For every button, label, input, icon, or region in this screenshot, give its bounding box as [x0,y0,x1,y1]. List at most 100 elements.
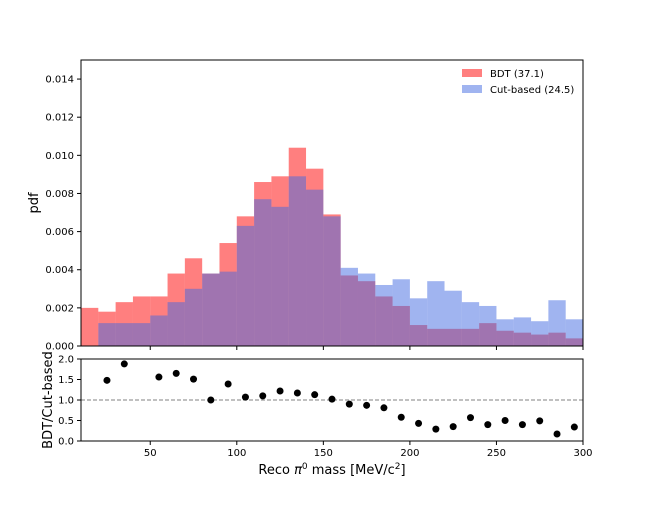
bottom-x-tick-label: 250 [487,448,506,459]
ratio-points [103,360,578,438]
cut-based-bar [513,317,532,346]
cut-based-bar [409,298,428,346]
ratio-point [224,380,232,388]
ratio-point [172,369,180,377]
bottom-x-tick-label: 100 [227,448,246,459]
cut-based-bar [150,315,168,346]
top-y-tick-label: 0.008 [45,189,74,200]
cut-based-bar [254,199,272,346]
x-label-pi: π [294,463,302,478]
cut-based-bar [236,225,255,346]
ratio-point [432,425,440,433]
bottom-y-ticks: 0.0 0.5 1.0 1.5 2.0 [58,355,81,448]
cut-based-bar [444,290,462,346]
cut-based-bar [461,302,480,346]
bottom-x-ticks: 50 100 150 200 250 300 [144,441,593,459]
ratio-point [293,389,301,397]
top-y-tick-label: 0.002 [45,303,74,314]
legend-swatch-bdt [462,69,482,77]
cut-based-bar [184,288,203,346]
cut-based-bar [548,300,566,346]
ratio-point [518,421,526,429]
top-panel: 0.000 0.002 0.004 0.006 0.008 0.010 0.012 0.014… [27,59,584,353]
ratio-point [120,360,128,368]
bottom-y-tick-label: 1.0 [58,396,74,407]
cut-based-bar [427,281,445,346]
bottom-x-tick-label: 300 [573,448,592,459]
top-y-tick-label: 0.006 [45,227,74,238]
cut-based-bar [375,284,393,346]
bottom-x-tick-label: 200 [400,448,419,459]
ratio-point [259,392,267,400]
x-label-superscript-two: 2 [395,462,401,472]
y-axis-label-pdf: pdf [27,192,42,214]
cut-based-bar [288,176,307,346]
bdt-bar [81,307,99,346]
cut-based-bar [271,206,289,346]
legend-label-bdt: BDT (37.1) [490,69,544,80]
ratio-point [570,423,578,431]
cut-based-bar [565,319,583,346]
ratio-point [311,391,319,399]
cut-based-bar [115,323,133,346]
ratio-point [190,375,198,383]
top-y-ticks: 0.000 0.002 0.004 0.006 0.008 0.010 0.012 0.014 [45,75,81,353]
ratio-point [155,373,163,381]
ratio-point [345,400,353,408]
x-label-pre: Reco [258,463,294,478]
cut-based-bars [98,176,583,346]
bottom-y-tick-label: 0.0 [58,437,74,448]
cut-based-bar [98,323,116,346]
ratio-point [553,430,561,438]
cut-based-bar [306,189,324,346]
ratio-point [397,413,405,421]
cut-based-bar [392,279,410,346]
ratio-point [380,404,388,412]
legend-label-cut-based: Cut-based (24.5) [490,85,574,96]
bottom-y-tick-label: 2.0 [58,355,74,366]
cut-based-bar [219,271,237,346]
legend-swatch-cut-based [462,85,482,93]
ratio-point [207,396,215,404]
top-y-tick-label: 0.010 [45,151,74,162]
ratio-point [449,423,457,431]
x-label-mid: mass [MeV/c [308,463,395,478]
x-axis-label: Reco π0 mass [MeV/c2] [258,462,405,478]
cut-based-bar [531,321,549,346]
top-y-tick-label: 0.014 [45,75,74,86]
ratio-point [501,417,509,424]
cut-based-bar [167,302,185,346]
cut-based-bar [202,273,220,346]
ratio-point [363,401,371,409]
cut-based-bar [479,305,497,346]
x-label-post: ] [401,463,406,478]
legend: BDT (37.1) Cut-based (24.5) [462,69,574,96]
cut-based-bar [323,216,341,346]
bottom-x-tick-label: 50 [144,448,157,459]
ratio-point [484,421,492,429]
cut-based-bar [132,323,151,346]
cut-based-bar [496,319,514,346]
x-label-superscript-zero: 0 [302,462,308,472]
ratio-point [241,393,249,401]
cut-based-bar [340,267,358,346]
ratio-point [328,395,336,403]
top-x-ticks [149,346,584,350]
cut-based-bar [357,273,376,346]
top-y-tick-label: 0.004 [45,265,74,276]
ratio-point [415,419,423,427]
ratio-point [103,376,111,384]
ratio-point [276,387,284,395]
top-panel-frame [80,59,584,347]
top-y-tick-label: 0.012 [45,113,74,124]
y-axis-label-ratio: BDT/Cut-based [41,351,56,449]
bottom-y-tick-label: 1.5 [58,375,74,386]
bottom-y-tick-label: 0.5 [58,416,74,427]
ratio-point [536,417,544,425]
top-y-tick-label: 0.000 [45,342,74,353]
bottom-x-tick-label: 150 [314,448,333,459]
ratio-point [466,414,474,422]
bottom-panel: 0.0 0.5 1.0 1.5 2.0 50 100 150 200 250 300 BDT/Cu… [41,351,593,478]
